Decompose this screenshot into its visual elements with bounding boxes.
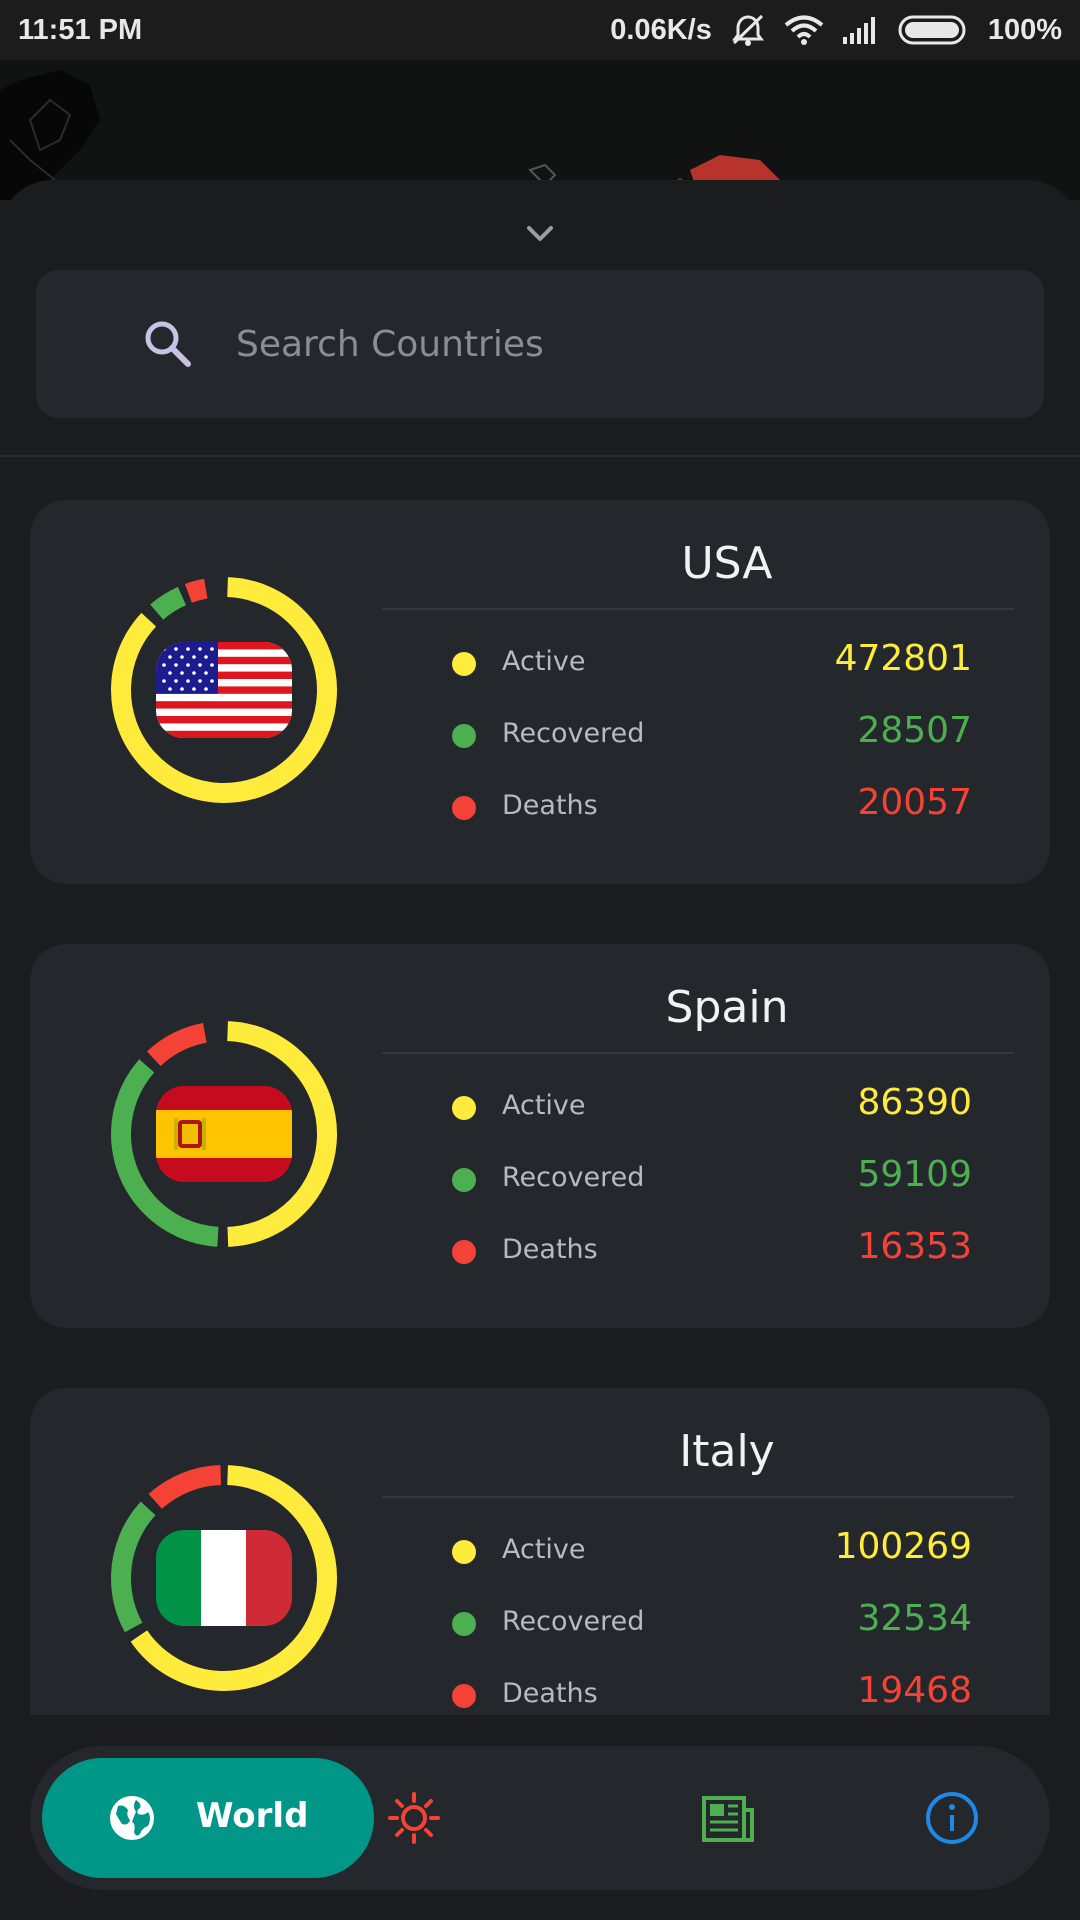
deaths-value: 16353 (857, 1226, 972, 1267)
recovered-label: Recovered (502, 1162, 645, 1193)
active-label: Active (502, 646, 586, 677)
active-label: Active (502, 1090, 586, 1121)
recovered-dot (452, 1612, 476, 1636)
country-card-italy[interactable]: Italy Active 100269 Recovered 32534 Deat… (30, 1388, 1050, 1715)
wifi-icon (784, 14, 824, 46)
case-ratio-ring (110, 1465, 337, 1691)
recovered-label: Recovered (502, 718, 645, 749)
divider (382, 1496, 1014, 1498)
stat-active: Active 472801 (452, 638, 972, 688)
active-dot (452, 1096, 476, 1120)
divider (0, 455, 1080, 457)
active-value: 100269 (834, 1526, 972, 1567)
divider (382, 1052, 1014, 1054)
battery-level: 100% (987, 13, 1062, 46)
stat-active: Active 100269 (452, 1526, 972, 1576)
active-value: 86390 (857, 1082, 972, 1123)
collapse-chevron-icon[interactable] (522, 220, 558, 248)
net-speed: 0.06K/s (610, 13, 712, 46)
search-bar[interactable] (36, 270, 1044, 418)
search-icon (140, 316, 196, 372)
recovered-value: 32534 (857, 1598, 972, 1639)
country-list[interactable]: USA Active 472801 Recovered 28507 Deaths… (0, 500, 1080, 1715)
active-label: Active (502, 1534, 586, 1565)
stat-deaths: Deaths 19468 (452, 1670, 972, 1715)
spain-flag (156, 1086, 292, 1182)
active-dot (452, 1540, 476, 1564)
globe-icon (108, 1794, 156, 1842)
deaths-label: Deaths (502, 1234, 598, 1265)
deaths-dot (452, 1684, 476, 1708)
stat-recovered: Recovered 32534 (452, 1598, 972, 1648)
status-bar: 11:51 PM 0.06K/s 100% (0, 0, 1080, 60)
deaths-dot (452, 1240, 476, 1264)
battery-icon (898, 15, 970, 45)
recovered-dot (452, 724, 476, 748)
signal-icon (842, 15, 880, 45)
newspaper-icon[interactable] (700, 1790, 756, 1846)
alarm-off-icon (730, 13, 766, 47)
stat-recovered: Recovered 28507 (452, 710, 972, 760)
deaths-value: 19468 (857, 1670, 972, 1711)
sun-icon[interactable] (386, 1790, 442, 1846)
stat-deaths: Deaths 20057 (452, 782, 972, 832)
bottom-nav: World (30, 1746, 1050, 1890)
case-ratio-ring (110, 1021, 337, 1247)
country-card-usa[interactable]: USA Active 472801 Recovered 28507 Deaths… (30, 500, 1050, 884)
recovered-value: 59109 (857, 1154, 972, 1195)
divider (382, 608, 1014, 610)
nav-world-label: World (196, 1796, 309, 1836)
status-icons: 0.06K/s 100% (610, 13, 1062, 47)
status-time: 11:51 PM (18, 13, 143, 46)
country-name: Italy (679, 1426, 775, 1477)
deaths-label: Deaths (502, 790, 598, 821)
active-dot (452, 652, 476, 676)
recovered-dot (452, 1168, 476, 1192)
country-name: Spain (665, 982, 789, 1033)
country-name: USA (681, 538, 773, 589)
deaths-value: 20057 (857, 782, 972, 823)
deaths-label: Deaths (502, 1678, 598, 1709)
active-value: 472801 (834, 638, 972, 679)
stat-deaths: Deaths 16353 (452, 1226, 972, 1276)
recovered-value: 28507 (857, 710, 972, 751)
stat-active: Active 86390 (452, 1082, 972, 1132)
info-icon[interactable] (924, 1790, 980, 1846)
search-input[interactable] (236, 310, 996, 378)
stat-recovered: Recovered 59109 (452, 1154, 972, 1204)
recovered-label: Recovered (502, 1606, 645, 1637)
countries-sheet: USA Active 472801 Recovered 28507 Deaths… (0, 180, 1080, 1920)
case-ratio-ring (110, 577, 337, 804)
country-card-spain[interactable]: Spain Active 86390 Recovered 59109 Death… (30, 944, 1050, 1328)
nav-world-button[interactable]: World (42, 1758, 374, 1878)
italy-flag (156, 1530, 292, 1626)
us-flag (156, 642, 292, 738)
deaths-dot (452, 796, 476, 820)
world-map-background (0, 60, 1080, 200)
